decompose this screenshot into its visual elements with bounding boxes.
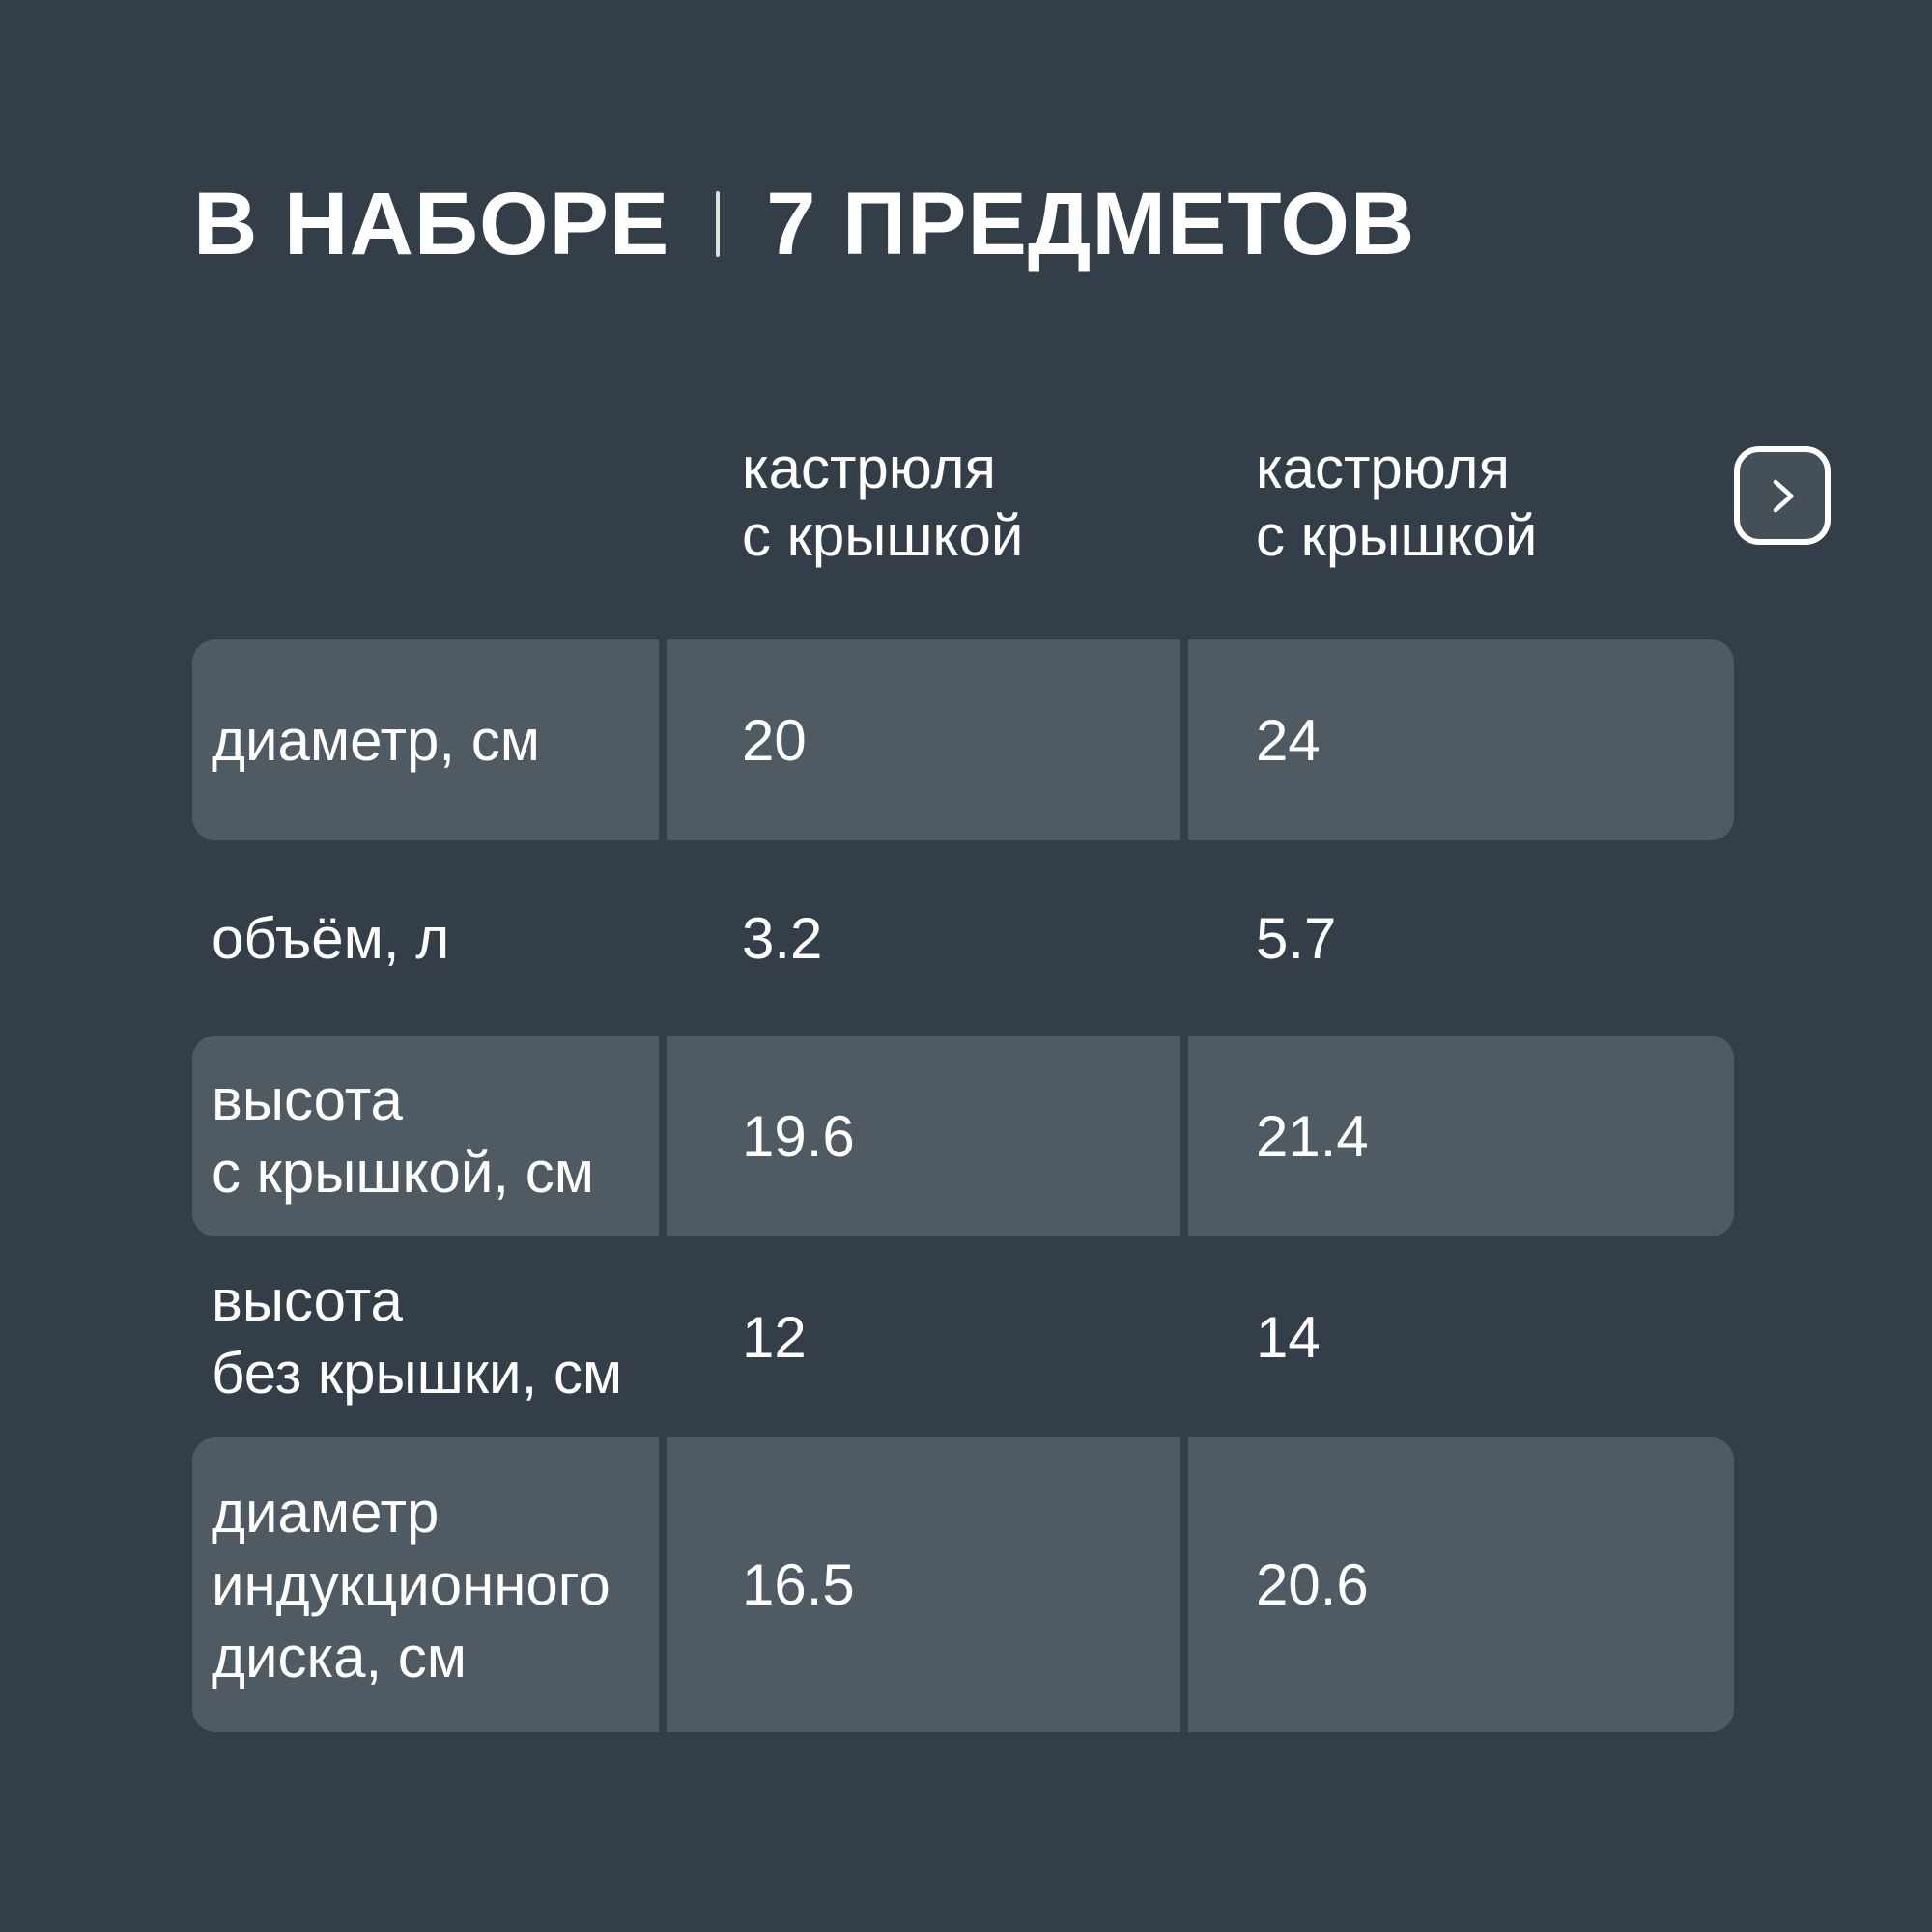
cell-value: 16.5 [667,1437,1180,1732]
column-header-pot-1: кастрюля с крышкой [742,436,1024,568]
title-divider [716,191,721,257]
cell-value: 20 [667,639,1180,840]
spec-table: диаметр, см 20 24 объём, л 3.2 5.7 высот… [192,639,1734,1732]
page-title-set-label: В НАБОРЕ [193,175,670,273]
column-header-pot-2: кастрюля с крышкой [1256,436,1538,568]
page-title: В НАБОРЕ 7 ПРЕДМЕТОВ [193,180,1415,269]
cell-value: 19.6 [667,1036,1180,1236]
cell-value: 20.6 [1188,1437,1734,1732]
cell-value: 3.2 [742,905,823,971]
table-row-diameter: диаметр, см 20 24 [192,639,1734,840]
chevron-right-icon [1754,468,1810,524]
page-title-items-count: 7 ПРЕДМЕТОВ [766,175,1416,273]
row-label: диаметр, см [192,639,659,840]
table-row-induction-disk-diameter: диаметр индукционного диска, см 16.5 20.… [192,1437,1734,1732]
cell-value: 5.7 [1256,905,1337,971]
cell-value: 21.4 [1188,1036,1734,1236]
row-label: высота без крышки, см [212,1268,623,1406]
row-label: высота с крышкой, см [192,1036,659,1236]
cell-value: 24 [1188,639,1734,840]
next-columns-button[interactable] [1734,446,1831,545]
row-label: диаметр индукционного диска, см [192,1437,659,1732]
table-row-height-with-lid: высота с крышкой, см 19.6 21.4 [192,1036,1734,1236]
row-label: объём, л [212,905,450,971]
table-row-height-without-lid: высота без крышки, см 12 14 [192,1236,1734,1437]
cell-value: 14 [1256,1304,1321,1370]
cell-value: 12 [742,1304,807,1370]
table-row-volume: объём, л 3.2 5.7 [192,840,1734,1036]
